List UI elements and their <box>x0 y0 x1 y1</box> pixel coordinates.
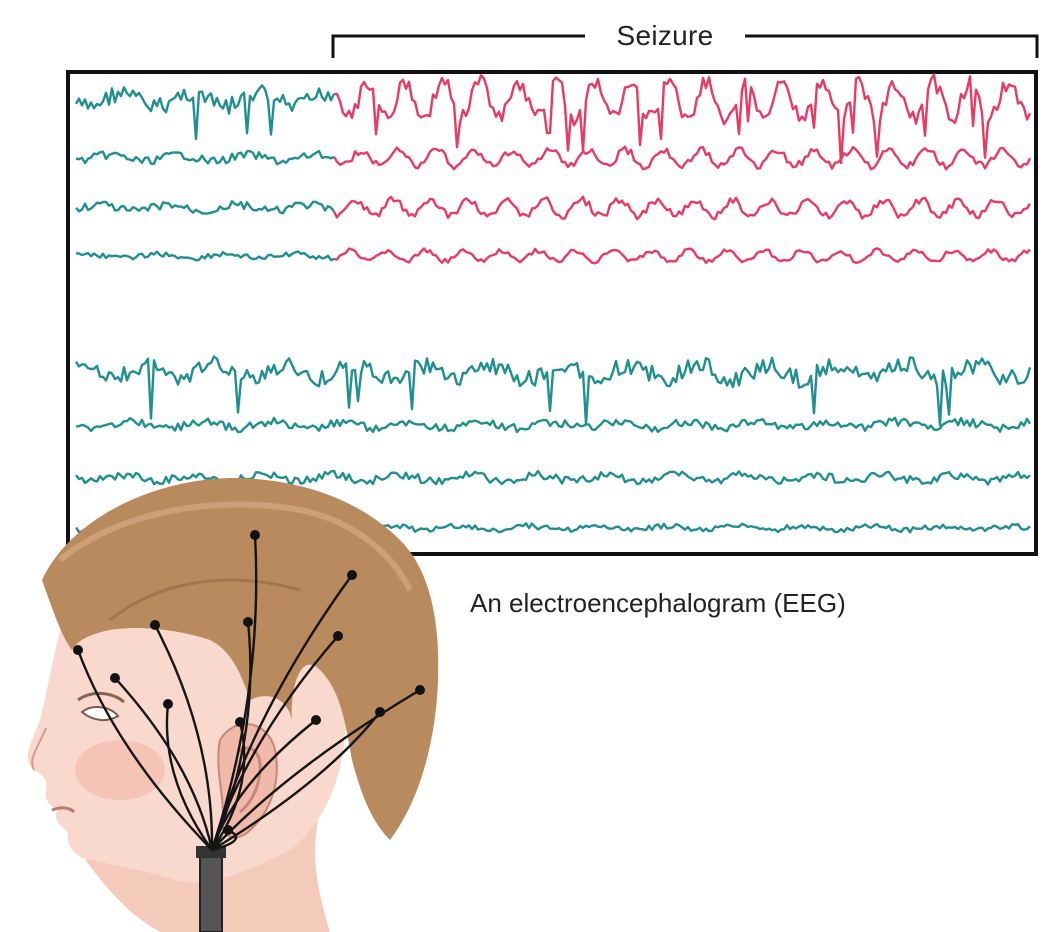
electrode <box>333 631 343 641</box>
eeg-trace-channel-6 <box>75 416 1032 434</box>
normal-trace-segment <box>74 84 336 141</box>
normal-trace-segment <box>75 416 1032 434</box>
electrode-wire <box>211 711 381 852</box>
electrode-wire <box>211 721 246 851</box>
normal-trace-segment <box>75 200 335 215</box>
electrode <box>250 530 260 540</box>
seizure-label: Seizure <box>616 20 714 51</box>
electrode-wires <box>73 530 425 852</box>
electrode-wire <box>165 703 213 851</box>
patient-head-illustration <box>27 478 439 932</box>
seizure-trace-segment <box>332 145 1032 171</box>
eeg-trace-channel-2 <box>75 145 1032 171</box>
electrode-wire <box>210 719 317 851</box>
eeg-trace-channel-3 <box>75 195 1032 221</box>
electrode <box>110 673 120 683</box>
electrode <box>347 570 357 580</box>
electrode-wire <box>153 624 214 851</box>
electrode <box>243 617 253 627</box>
electrode-wire <box>210 635 339 851</box>
seizure-trace-segment <box>332 195 1032 221</box>
eeg-caption: An electroencephalogram (EEG) <box>470 588 846 618</box>
electrode-wire <box>76 649 213 851</box>
seizure-bracket <box>331 34 1039 58</box>
electrode <box>223 825 233 835</box>
seizure-trace-segment <box>333 73 1032 165</box>
electrode <box>311 715 321 725</box>
normal-trace-segment <box>74 355 1032 427</box>
electrode-wire <box>114 677 214 851</box>
eeg-trace-channel-5 <box>74 355 1032 427</box>
seizure-trace-segment <box>333 247 1031 265</box>
electrode <box>163 699 173 709</box>
eeg-trace-channel-4 <box>76 247 1031 265</box>
normal-trace-segment <box>75 149 335 166</box>
electrode <box>235 717 245 727</box>
electrode <box>73 645 83 655</box>
electrode <box>150 620 160 630</box>
electrode <box>415 685 425 695</box>
eeg-trace-channel-1 <box>74 73 1032 165</box>
normal-trace-segment <box>76 250 335 262</box>
